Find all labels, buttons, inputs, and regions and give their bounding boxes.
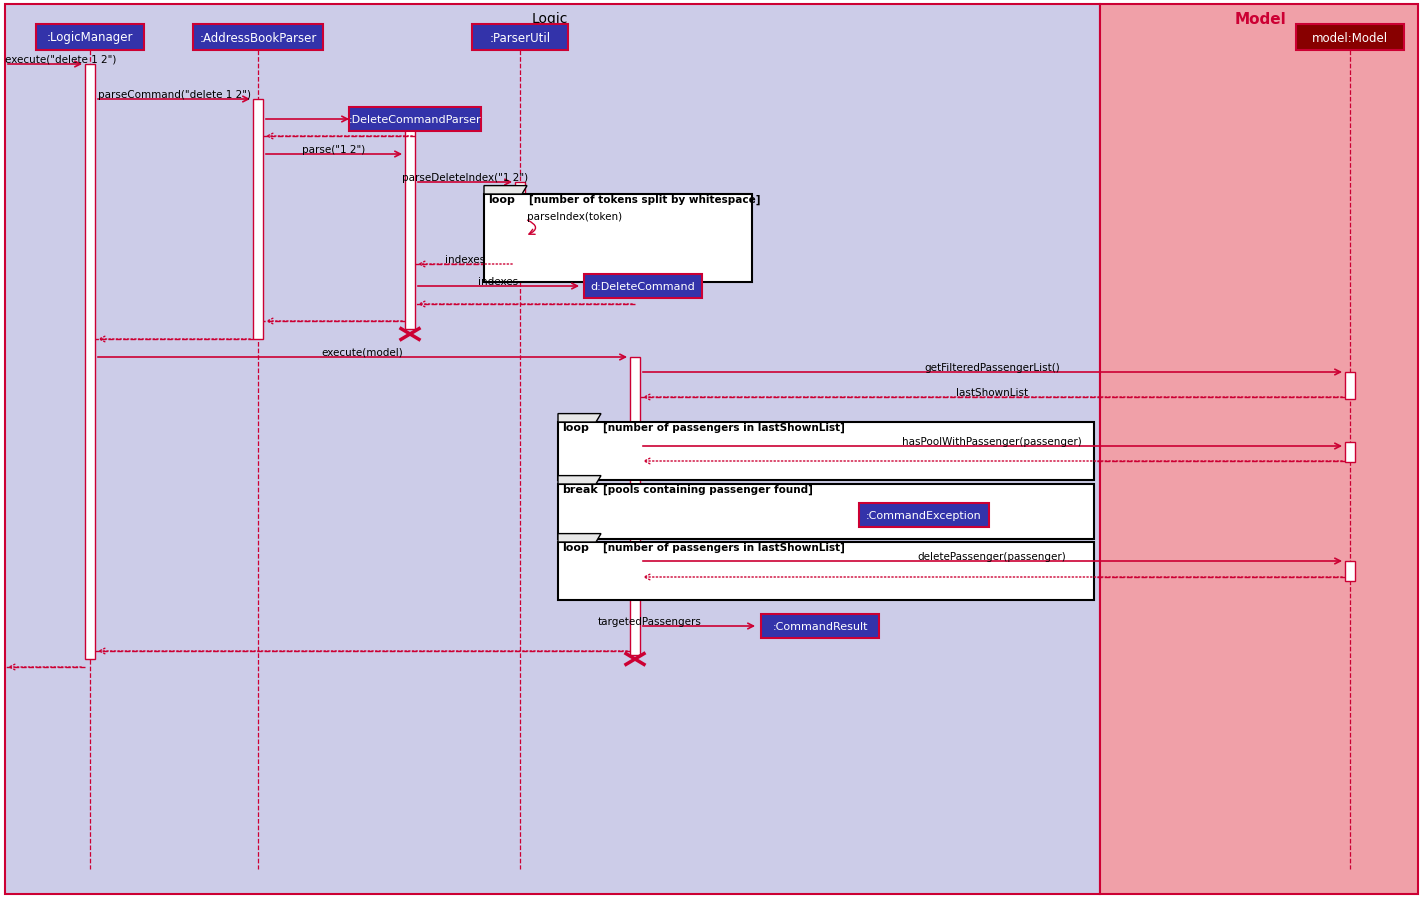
Text: [pools containing passenger found]: [pools containing passenger found] bbox=[603, 485, 813, 495]
Text: loop: loop bbox=[562, 543, 589, 553]
Bar bbox=[6, 5, 1100, 894]
Text: parseDeleteIndex("1 2"): parseDeleteIndex("1 2") bbox=[401, 172, 528, 182]
Text: :ParserUtil: :ParserUtil bbox=[490, 32, 551, 44]
Text: [number of passengers in lastShownList]: [number of passengers in lastShownList] bbox=[603, 543, 845, 553]
Text: Logic: Logic bbox=[532, 12, 568, 26]
Text: hasPoolWithPassenger(passenger): hasPoolWithPassenger(passenger) bbox=[902, 436, 1081, 446]
Bar bbox=[85, 65, 95, 659]
Polygon shape bbox=[558, 414, 601, 423]
Polygon shape bbox=[484, 186, 527, 195]
Polygon shape bbox=[558, 534, 601, 543]
Bar bbox=[583, 275, 702, 299]
Bar bbox=[515, 182, 525, 270]
Bar bbox=[859, 504, 989, 527]
Text: [number of tokens split by whitespace]: [number of tokens split by whitespace] bbox=[529, 195, 760, 205]
Text: loop: loop bbox=[562, 423, 589, 433]
Text: parseCommand("delete 1 2"): parseCommand("delete 1 2") bbox=[98, 89, 250, 99]
Text: getFilteredPassengerList(): getFilteredPassengerList() bbox=[924, 362, 1060, 372]
Polygon shape bbox=[558, 476, 601, 485]
Text: parseIndex(token): parseIndex(token) bbox=[527, 211, 622, 221]
Text: targetedPassengers: targetedPassengers bbox=[598, 616, 702, 626]
Text: :CommandResult: :CommandResult bbox=[773, 621, 868, 631]
Text: model:Model: model:Model bbox=[1312, 32, 1387, 44]
Bar bbox=[484, 195, 751, 283]
Text: :DeleteCommandParser: :DeleteCommandParser bbox=[349, 115, 481, 125]
Text: break: break bbox=[562, 485, 598, 495]
Text: Model: Model bbox=[1234, 12, 1286, 27]
Bar bbox=[253, 100, 263, 340]
Bar bbox=[761, 614, 879, 638]
Bar bbox=[558, 423, 1094, 480]
Text: indexes: indexes bbox=[478, 276, 518, 286]
Text: [number of passengers in lastShownList]: [number of passengers in lastShownList] bbox=[603, 423, 845, 433]
Bar bbox=[1345, 562, 1355, 582]
Text: execute(model): execute(model) bbox=[322, 348, 403, 358]
Bar bbox=[406, 126, 416, 330]
Bar bbox=[558, 485, 1094, 539]
Bar bbox=[36, 25, 144, 51]
Text: indexes: indexes bbox=[445, 255, 485, 265]
Text: parse("1 2"): parse("1 2") bbox=[302, 144, 366, 154]
Text: d:DeleteCommand: d:DeleteCommand bbox=[591, 282, 696, 292]
Bar bbox=[630, 358, 640, 656]
Text: execute("delete 1 2"): execute("delete 1 2") bbox=[6, 55, 117, 65]
Bar bbox=[1100, 5, 1417, 894]
Bar bbox=[472, 25, 568, 51]
Bar bbox=[1345, 373, 1355, 399]
Text: :LogicManager: :LogicManager bbox=[47, 32, 134, 44]
Text: :CommandException: :CommandException bbox=[867, 510, 982, 520]
Text: :AddressBookParser: :AddressBookParser bbox=[199, 32, 317, 44]
Bar bbox=[194, 25, 323, 51]
Bar bbox=[558, 543, 1094, 600]
Text: loop: loop bbox=[488, 195, 515, 205]
Text: lastShownList: lastShownList bbox=[956, 387, 1029, 397]
Bar bbox=[1296, 25, 1405, 51]
Text: deletePassenger(passenger): deletePassenger(passenger) bbox=[918, 551, 1066, 561]
Bar bbox=[349, 107, 481, 132]
Bar bbox=[1345, 442, 1355, 462]
